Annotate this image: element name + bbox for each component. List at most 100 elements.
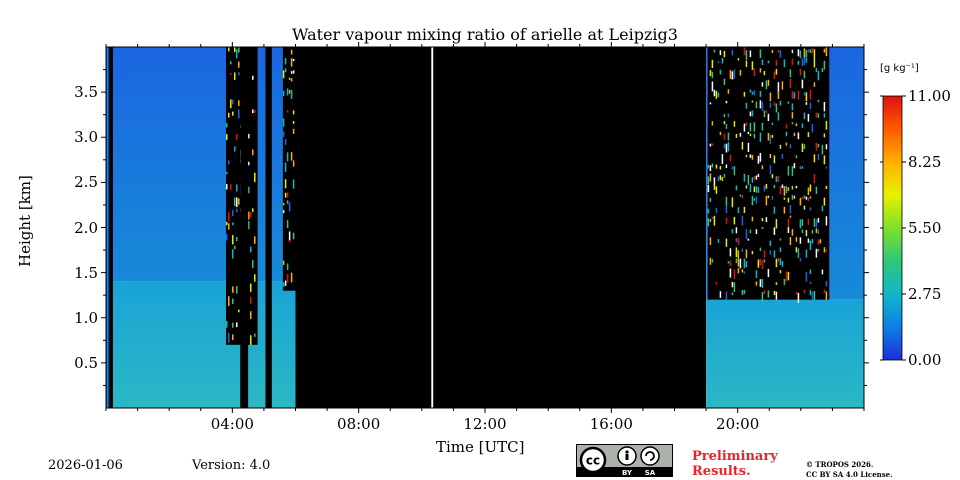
- noise-pixel: [749, 111, 752, 117]
- noise-pixel: [725, 238, 728, 247]
- noise-pixel: [236, 197, 238, 208]
- noise-pixel: [779, 144, 782, 149]
- noise-pixel: [292, 70, 295, 74]
- noise-pixel: [737, 250, 740, 259]
- noise-pixel: [813, 58, 816, 68]
- noise-pixel: [777, 82, 780, 92]
- noise-pixel: [228, 160, 230, 165]
- noise-pixel: [807, 113, 810, 122]
- cc-icon-text: cc: [586, 454, 600, 468]
- noise-pixel: [815, 68, 818, 73]
- noise-pixel: [759, 90, 762, 97]
- noise-pixel: [755, 186, 758, 193]
- noise-pixel: [791, 185, 794, 190]
- noise-pixel: [759, 247, 762, 252]
- noise-pixel: [286, 273, 289, 283]
- y-tick-label: 3.0: [74, 128, 98, 147]
- noise-pixel: [775, 60, 778, 66]
- noise-pixel: [228, 332, 230, 343]
- noise-pixel: [805, 49, 808, 58]
- noise-pixel: [717, 238, 720, 243]
- noise-pixel: [769, 92, 772, 102]
- noise-pixel: [803, 70, 806, 79]
- noise-pixel: [805, 102, 808, 105]
- noise-pixel: [236, 285, 238, 294]
- noise-pixel: [803, 92, 806, 96]
- noise-pixel: [759, 49, 762, 59]
- noise-pixel: [238, 61, 240, 68]
- noise-pixel: [751, 216, 754, 222]
- noise-pixel: [719, 50, 722, 56]
- noise-pixel: [787, 166, 790, 176]
- noise-pixel: [821, 269, 824, 275]
- noise-pixel: [779, 186, 782, 195]
- noise-pixel: [290, 152, 293, 161]
- noise-pixel: [813, 49, 816, 59]
- noise-pixel: [787, 187, 790, 191]
- colorbar-tick-label: 0.00: [908, 351, 942, 369]
- noise-pixel: [769, 240, 772, 247]
- noise-pixel: [250, 335, 252, 346]
- noise-pixel: [755, 270, 758, 279]
- noise-pixel: [226, 320, 228, 328]
- noise-pixel: [292, 232, 295, 240]
- noise-pixel: [767, 269, 770, 278]
- noise-pixel: [791, 229, 794, 236]
- noise-pixel: [813, 290, 816, 301]
- noise-pixel: [773, 184, 776, 189]
- noise-pixel: [741, 194, 744, 199]
- noise-pixel: [711, 81, 714, 92]
- noise-pixel: [759, 100, 762, 109]
- noise-pixel: [783, 59, 786, 68]
- noise-pixel: [821, 68, 824, 73]
- noise-pixel: [292, 59, 295, 62]
- noise-pixel: [785, 142, 788, 146]
- noise-pixel: [751, 195, 754, 206]
- noise-pixel: [785, 271, 788, 282]
- noise-pixel: [773, 227, 776, 235]
- noise-pixel: [236, 236, 238, 242]
- noise-pixel: [777, 112, 780, 121]
- noise-pixel: [779, 270, 782, 274]
- noise-pixel: [238, 100, 240, 106]
- noise-pixel: [815, 228, 818, 234]
- noise-pixel: [737, 238, 740, 245]
- noise-pixel: [232, 222, 234, 226]
- noise-pixel: [725, 205, 728, 214]
- noise-pixel: [751, 110, 754, 117]
- noise-pixel: [809, 269, 812, 275]
- noise-pixel: [731, 197, 734, 208]
- noise-pixel: [709, 143, 712, 147]
- noise-pixel: [749, 229, 752, 234]
- noise-pixel: [731, 49, 734, 56]
- gap-white: [431, 47, 434, 408]
- cc-license-badge[interactable]: cc BY SA: [576, 444, 673, 477]
- noise-pixel: [763, 259, 766, 263]
- noise-pixel: [817, 248, 820, 252]
- colorbar: [880, 95, 906, 361]
- noise-pixel: [290, 89, 293, 99]
- noise-pixel: [733, 166, 736, 176]
- noise-pixel: [713, 177, 716, 186]
- noise-pixel: [711, 59, 714, 68]
- noise-pixel: [773, 102, 776, 106]
- noise-pixel: [801, 58, 804, 67]
- noise-pixel: [809, 89, 812, 100]
- noise-pixel: [250, 296, 252, 304]
- noise-pixel: [721, 176, 724, 182]
- noise-pixel: [286, 220, 289, 229]
- noise-pixel: [809, 289, 812, 296]
- noise-pixel: [282, 131, 285, 137]
- noise-pixel: [765, 183, 768, 189]
- noise-pixel: [282, 260, 285, 266]
- noise-pixel: [743, 173, 746, 182]
- noise-pixel: [773, 250, 776, 258]
- noise-pixel: [284, 162, 287, 172]
- noise-pixel: [779, 100, 782, 106]
- noise-pixel: [799, 219, 802, 229]
- noise-pixel: [717, 61, 720, 64]
- noise-pixel: [791, 103, 794, 111]
- noise-pixel: [787, 271, 790, 281]
- noise-pixel: [759, 68, 762, 73]
- noise-pixel: [725, 100, 728, 104]
